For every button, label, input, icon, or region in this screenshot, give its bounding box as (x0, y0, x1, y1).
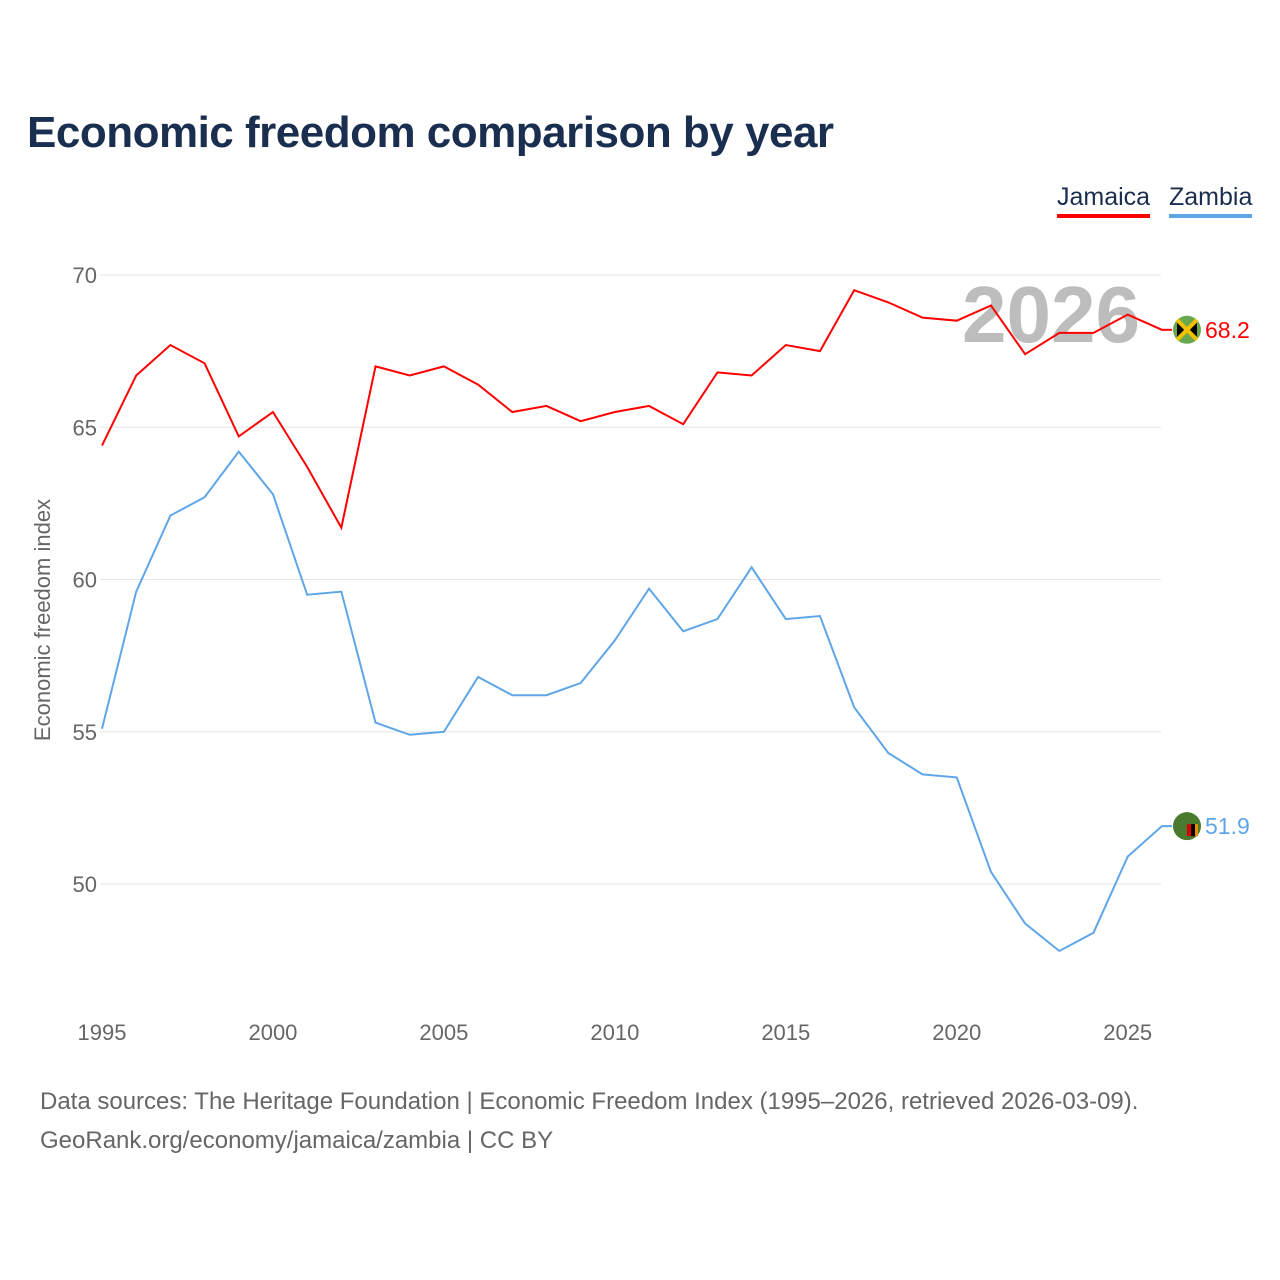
end-value-label: 68.2 (1205, 317, 1250, 343)
y-tick-label: 65 (73, 415, 97, 440)
legend-jamaica[interactable]: Jamaica (1057, 183, 1151, 218)
x-tick-label: 2020 (932, 1020, 981, 1045)
y-tick-label: 60 (73, 568, 97, 593)
attribution-line: GeoRank.org/economy/jamaica/zambia | CC … (40, 1127, 554, 1154)
x-tick-label: 2005 (419, 1020, 468, 1045)
chart-title: Economic freedom comparison by year (27, 108, 834, 157)
series-line-zambia (101, 449, 1163, 953)
y-axis-label: Economic freedom index (30, 499, 55, 741)
x-tick-label: 1995 (78, 1020, 127, 1045)
x-tick-label: 2025 (1103, 1020, 1152, 1045)
x-tick-label: 2000 (248, 1020, 297, 1045)
year-watermark: 2026 (962, 270, 1140, 359)
end-value-label: 51.9 (1205, 813, 1250, 839)
y-tick-label: 55 (73, 720, 97, 745)
series-line-jamaica (101, 288, 1163, 531)
source-line: Data sources: The Heritage Foundation | … (40, 1088, 1139, 1115)
x-tick-label: 2010 (590, 1020, 639, 1045)
legend-zambia[interactable]: Zambia (1169, 183, 1253, 218)
x-tick-label: 2015 (761, 1020, 810, 1045)
y-tick-label: 50 (73, 872, 97, 897)
y-tick-label: 70 (73, 263, 97, 288)
